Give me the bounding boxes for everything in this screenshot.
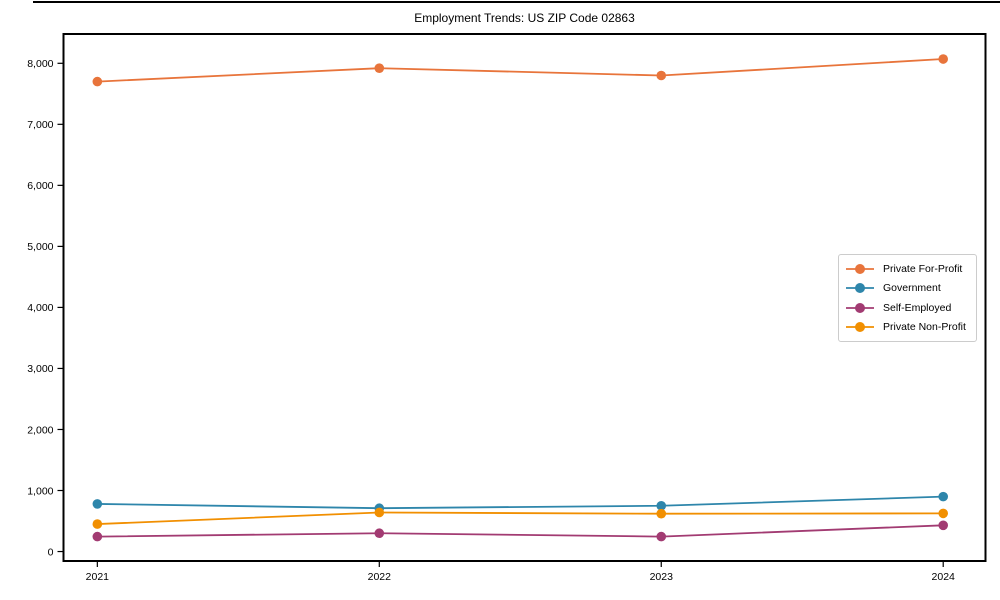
x-tick-label: 2024: [932, 571, 956, 583]
data-point-private-for-profit-2024: [938, 54, 949, 64]
data-point-private-non-profit-2024: [938, 508, 949, 519]
legend-label: Private Non-Profit: [883, 321, 966, 334]
legend-line-marker-icon: [846, 283, 874, 294]
legend-item-private-non-profit: Private Non-Profit: [845, 318, 970, 338]
chart-title: Employment Trends: US ZIP Code 02863: [414, 11, 635, 25]
legend-item-self-employed: Self-Employed: [845, 298, 970, 318]
series-line-private-for-profit: [97, 58, 944, 83]
series-line-self-employed: [97, 524, 944, 538]
legend-item-government: Government: [845, 279, 970, 299]
legend-label: Private For-Profit: [883, 262, 963, 275]
data-point-private-non-profit-2021: [92, 519, 103, 529]
data-point-private-for-profit-2021: [92, 76, 103, 87]
data-point-private-for-profit-2023: [656, 70, 667, 81]
window-top-edge: [33, 1, 1000, 3]
legend-item-private-for-profit: Private For-Profit: [845, 259, 970, 279]
series-line-government: [97, 495, 944, 510]
legend-line-marker-icon: [846, 263, 874, 274]
legend-label: Self-Employed: [883, 301, 952, 314]
chart-legend: Private For-Profit Government Self-Emplo…: [838, 254, 977, 342]
y-tick-label: 7,000: [27, 119, 53, 131]
x-tick-label: 2022: [368, 571, 392, 583]
y-tick-label: 2,000: [27, 424, 53, 436]
data-point-government-2023: [656, 500, 667, 511]
plot-border: [62, 33, 987, 562]
y-tick-label: 8,000: [27, 58, 53, 70]
data-point-self-employed-2021: [92, 531, 103, 542]
legend-line-marker-icon: [846, 302, 874, 313]
data-point-private-for-profit-2022: [374, 63, 385, 73]
series-line-private-non-profit: [97, 511, 944, 525]
data-point-self-employed-2022: [374, 528, 385, 539]
y-tick-label: 0: [48, 546, 54, 558]
y-tick-label: 1,000: [27, 485, 53, 497]
legend-label: Government: [883, 282, 941, 295]
y-tick-label: 4,000: [27, 302, 53, 314]
y-tick-label: 3,000: [27, 363, 53, 375]
data-point-government-2021: [92, 499, 103, 509]
x-tick-label: 2021: [86, 571, 110, 583]
data-point-private-non-profit-2023: [656, 508, 667, 519]
y-tick-label: 5,000: [27, 241, 53, 253]
data-point-self-employed-2023: [656, 531, 667, 542]
data-point-government-2024: [938, 491, 949, 502]
y-tick-label: 6,000: [27, 180, 53, 192]
data-point-self-employed-2024: [938, 520, 949, 531]
x-tick-label: 2023: [650, 571, 674, 583]
legend-line-marker-icon: [846, 322, 874, 333]
data-point-private-non-profit-2022: [374, 507, 385, 518]
